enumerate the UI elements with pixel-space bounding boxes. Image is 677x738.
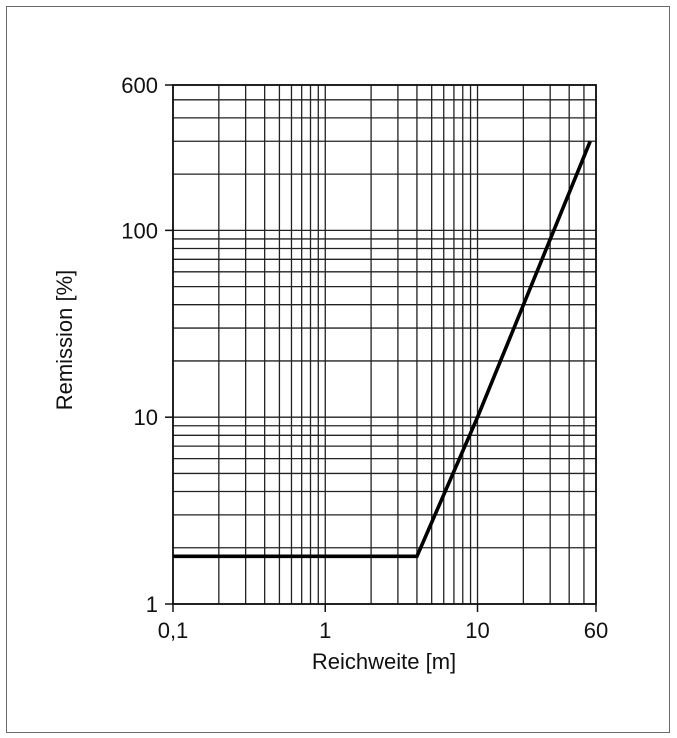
- series-line: [173, 140, 592, 559]
- y-tick-label: 10: [134, 405, 158, 430]
- x-axis-label: Reichweite [m]: [312, 649, 456, 674]
- y-tick-label: 1: [146, 592, 158, 617]
- grid: [172, 84, 597, 605]
- x-tick-label: 60: [584, 618, 608, 643]
- chart-frame: [6, 6, 670, 733]
- x-tick-label: 10: [465, 618, 489, 643]
- y-axis-label: Remission [%]: [52, 270, 77, 411]
- series-layer: [173, 140, 592, 559]
- x-tick-label: 1: [319, 618, 331, 643]
- y-tick-label: 600: [121, 73, 158, 98]
- x-tick-label: 0,1: [158, 618, 189, 643]
- plot-border: [172, 84, 597, 605]
- y-tick-label: 100: [121, 218, 158, 243]
